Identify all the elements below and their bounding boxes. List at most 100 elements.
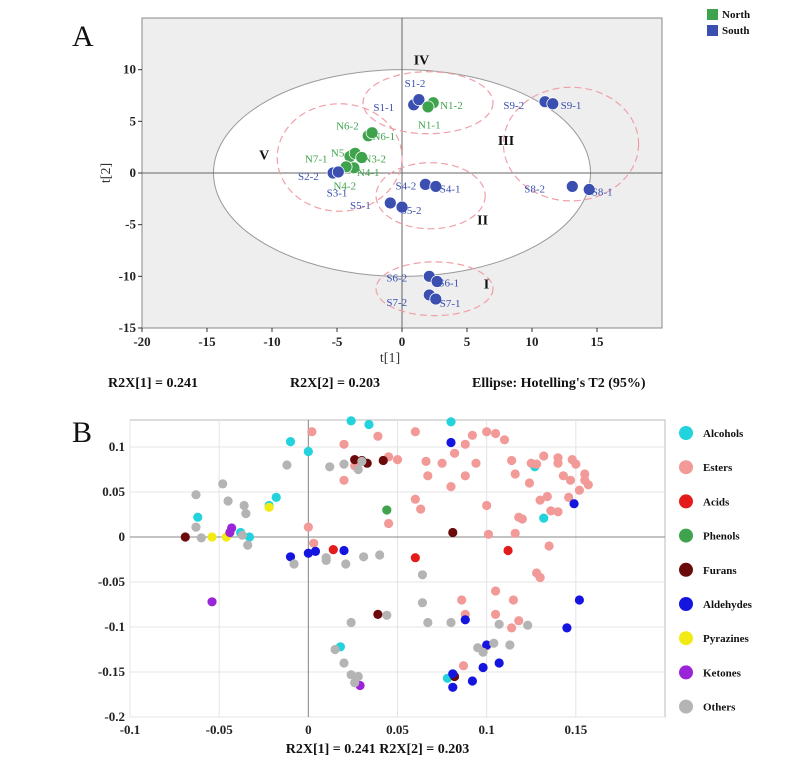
loading-point <box>574 485 585 495</box>
legend-marker <box>679 597 693 611</box>
score-point <box>383 196 397 210</box>
y-tick-label: -0.2 <box>104 709 125 724</box>
loading-point <box>503 545 513 556</box>
loading-point <box>539 451 549 461</box>
legend-label: North <box>722 9 750 21</box>
loading-point <box>346 617 356 628</box>
loading-point <box>225 527 235 538</box>
y-tick-label: -15 <box>119 320 137 335</box>
loading-point <box>565 475 576 485</box>
legend-marker <box>679 528 693 543</box>
point-label: S1-1 <box>373 102 394 114</box>
group-label: IV <box>414 54 430 69</box>
y-tick-label: 5 <box>130 113 137 128</box>
x-tick-label: 10 <box>526 334 539 349</box>
loading-point <box>490 609 501 620</box>
loading-point <box>437 458 447 468</box>
loading-point <box>417 570 428 580</box>
score-point <box>412 93 426 107</box>
score-point <box>395 200 409 214</box>
point-label: S3-1 <box>327 188 348 200</box>
loading-point <box>423 471 433 481</box>
loading-point <box>353 671 363 682</box>
loading-point <box>218 479 228 489</box>
legend-label: South <box>722 25 750 37</box>
loading-point <box>339 475 349 485</box>
loading-point <box>244 532 255 542</box>
point-label: S9-2 <box>503 100 524 112</box>
loading-point <box>499 435 510 445</box>
loading-point <box>282 460 292 470</box>
x-tick-label: 0.15 <box>564 722 587 737</box>
legend-marker <box>679 699 693 714</box>
loading-point <box>339 459 349 469</box>
point-label: S4-2 <box>396 180 417 192</box>
loading-point <box>580 475 590 485</box>
loading-point <box>373 431 383 441</box>
loading-point <box>421 456 431 466</box>
y-tick-label: -0.1 <box>104 619 125 634</box>
loading-point <box>383 518 394 529</box>
x-tick-label: 0 <box>399 334 406 349</box>
loading-point <box>523 620 533 630</box>
loading-point <box>569 499 579 509</box>
group-ellipse <box>502 86 640 202</box>
loading-point <box>448 682 458 692</box>
legend-label: Pyrazines <box>703 633 750 645</box>
loading-point <box>417 598 428 608</box>
group-ellipse <box>276 103 403 212</box>
group-label: III <box>498 134 514 149</box>
point-label: N4-1 <box>357 167 380 179</box>
x-tick-label: 0.1 <box>479 722 495 737</box>
loading-point <box>449 448 460 458</box>
loading-point <box>507 623 517 633</box>
legend-marker <box>679 494 693 509</box>
y-tick-label: -10 <box>119 268 136 283</box>
group-ellipse <box>375 261 494 317</box>
loading-point <box>309 538 319 548</box>
score-point <box>429 180 443 193</box>
legend-label: Aldehydes <box>703 599 753 611</box>
loading-point <box>482 640 492 650</box>
loading-point <box>392 455 403 465</box>
loading-point <box>508 595 519 605</box>
x-tick-label: 0.05 <box>386 722 409 737</box>
point-label: N5-1 <box>331 147 354 159</box>
loading-point <box>562 623 572 633</box>
loading-point <box>207 597 217 607</box>
stat-text: R2X[1] = 0.241 <box>108 376 198 391</box>
y-axis-label: t[2] <box>99 163 114 183</box>
point-label: S2-2 <box>298 171 319 183</box>
loading-point <box>285 552 296 562</box>
loading-point <box>239 500 249 511</box>
loading-point <box>346 670 356 680</box>
loading-point <box>446 617 456 628</box>
loading-point <box>448 669 458 679</box>
group-label: I <box>484 278 489 293</box>
point-label: S5-2 <box>401 205 422 217</box>
score-point <box>565 180 579 193</box>
loading-point <box>494 658 504 668</box>
group-label: V <box>259 149 269 164</box>
score-point <box>331 165 345 179</box>
score-point <box>429 292 443 306</box>
loading-point <box>471 458 481 468</box>
loading-point <box>193 512 203 522</box>
loading-point <box>373 609 383 620</box>
y-tick-label: -0.15 <box>98 664 126 679</box>
loading-point <box>339 439 349 449</box>
legend-marker <box>679 460 693 475</box>
x-tick-label: -5 <box>332 334 343 349</box>
score-point <box>430 275 444 288</box>
loading-point <box>382 505 392 515</box>
loading-point <box>237 530 247 540</box>
loading-point <box>558 471 568 481</box>
y-tick-label: -0.05 <box>98 574 126 589</box>
loading-point <box>467 676 477 686</box>
loading-point <box>378 455 388 466</box>
x-tick-label: -15 <box>198 334 216 349</box>
x-tick-label: -0.1 <box>120 722 141 737</box>
loading-point <box>460 471 470 481</box>
